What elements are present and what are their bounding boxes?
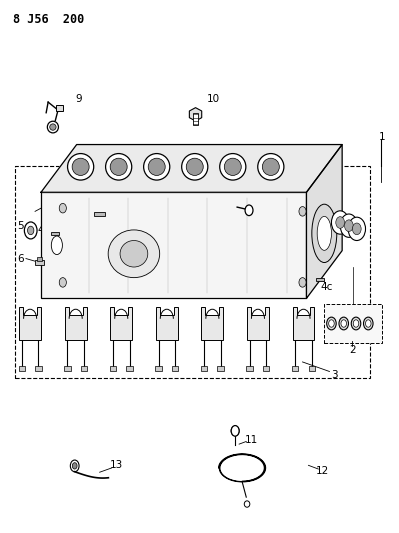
Bar bbox=[56, 105, 63, 111]
Circle shape bbox=[72, 463, 77, 469]
Ellipse shape bbox=[72, 158, 89, 175]
Bar bbox=[15, 166, 370, 378]
Ellipse shape bbox=[244, 501, 250, 507]
Ellipse shape bbox=[220, 154, 246, 180]
Bar bbox=[36, 260, 44, 265]
Bar bbox=[247, 366, 253, 372]
Ellipse shape bbox=[144, 154, 170, 180]
Circle shape bbox=[24, 222, 37, 239]
Ellipse shape bbox=[47, 121, 58, 133]
Text: 10: 10 bbox=[207, 94, 220, 104]
Bar bbox=[172, 366, 178, 372]
Ellipse shape bbox=[233, 429, 237, 433]
Bar bbox=[94, 213, 105, 216]
Text: 9: 9 bbox=[75, 94, 82, 104]
Ellipse shape bbox=[224, 158, 241, 175]
Ellipse shape bbox=[340, 214, 358, 237]
Ellipse shape bbox=[317, 216, 332, 251]
Bar bbox=[38, 257, 42, 261]
Polygon shape bbox=[65, 308, 87, 341]
Text: 5: 5 bbox=[17, 221, 24, 231]
Bar bbox=[19, 366, 25, 372]
Circle shape bbox=[329, 320, 334, 327]
Ellipse shape bbox=[344, 220, 353, 231]
Ellipse shape bbox=[182, 154, 208, 180]
Ellipse shape bbox=[120, 240, 148, 267]
Circle shape bbox=[353, 320, 359, 327]
Bar bbox=[64, 366, 71, 372]
Bar bbox=[41, 192, 306, 298]
Text: 4c: 4c bbox=[320, 281, 332, 292]
Ellipse shape bbox=[348, 217, 365, 240]
Bar bbox=[126, 366, 133, 372]
Ellipse shape bbox=[106, 154, 132, 180]
Text: 8: 8 bbox=[254, 196, 260, 206]
Bar bbox=[316, 278, 324, 281]
Text: 3: 3 bbox=[331, 370, 338, 380]
Text: 7: 7 bbox=[357, 224, 363, 235]
Polygon shape bbox=[247, 308, 269, 341]
Circle shape bbox=[59, 278, 66, 287]
Text: 2: 2 bbox=[350, 345, 356, 356]
Ellipse shape bbox=[262, 158, 279, 175]
Circle shape bbox=[327, 317, 336, 330]
Ellipse shape bbox=[231, 426, 239, 435]
Text: 1: 1 bbox=[378, 132, 385, 142]
Circle shape bbox=[299, 278, 306, 287]
Polygon shape bbox=[190, 108, 202, 121]
Ellipse shape bbox=[50, 124, 56, 130]
Text: 12: 12 bbox=[316, 466, 329, 475]
Circle shape bbox=[339, 317, 348, 330]
Bar bbox=[308, 366, 315, 372]
Text: 13: 13 bbox=[110, 461, 123, 470]
Bar bbox=[155, 366, 162, 372]
Circle shape bbox=[363, 317, 373, 330]
Circle shape bbox=[70, 460, 79, 472]
Bar bbox=[51, 231, 59, 235]
Bar bbox=[110, 366, 116, 372]
Ellipse shape bbox=[352, 223, 361, 235]
Polygon shape bbox=[201, 308, 223, 341]
Polygon shape bbox=[306, 144, 342, 298]
Bar bbox=[81, 366, 87, 372]
Circle shape bbox=[28, 226, 34, 235]
Text: 8 J56  200: 8 J56 200 bbox=[13, 13, 85, 27]
Ellipse shape bbox=[332, 211, 349, 234]
Circle shape bbox=[351, 317, 361, 330]
Ellipse shape bbox=[312, 204, 337, 263]
Circle shape bbox=[231, 425, 239, 436]
Circle shape bbox=[341, 320, 346, 327]
Polygon shape bbox=[19, 308, 41, 341]
Text: 6: 6 bbox=[17, 254, 24, 263]
Circle shape bbox=[365, 320, 371, 327]
Bar bbox=[35, 366, 41, 372]
Polygon shape bbox=[111, 308, 132, 341]
Ellipse shape bbox=[110, 158, 127, 175]
Polygon shape bbox=[156, 308, 178, 341]
Ellipse shape bbox=[336, 216, 344, 228]
Ellipse shape bbox=[148, 158, 165, 175]
Polygon shape bbox=[292, 308, 314, 341]
Ellipse shape bbox=[67, 154, 94, 180]
Bar bbox=[263, 366, 269, 372]
Polygon shape bbox=[41, 144, 342, 192]
Bar bbox=[217, 366, 224, 372]
Bar bbox=[201, 366, 207, 372]
Circle shape bbox=[59, 204, 66, 213]
Bar bbox=[324, 304, 382, 343]
Circle shape bbox=[245, 205, 253, 216]
Ellipse shape bbox=[186, 158, 203, 175]
Text: 11: 11 bbox=[244, 435, 258, 446]
Ellipse shape bbox=[51, 236, 62, 255]
Text: 4a: 4a bbox=[104, 199, 117, 209]
Ellipse shape bbox=[108, 230, 160, 278]
Bar bbox=[292, 366, 298, 372]
Text: 4b: 4b bbox=[38, 225, 51, 236]
Ellipse shape bbox=[258, 154, 284, 180]
Bar bbox=[193, 114, 198, 125]
Circle shape bbox=[299, 207, 306, 216]
